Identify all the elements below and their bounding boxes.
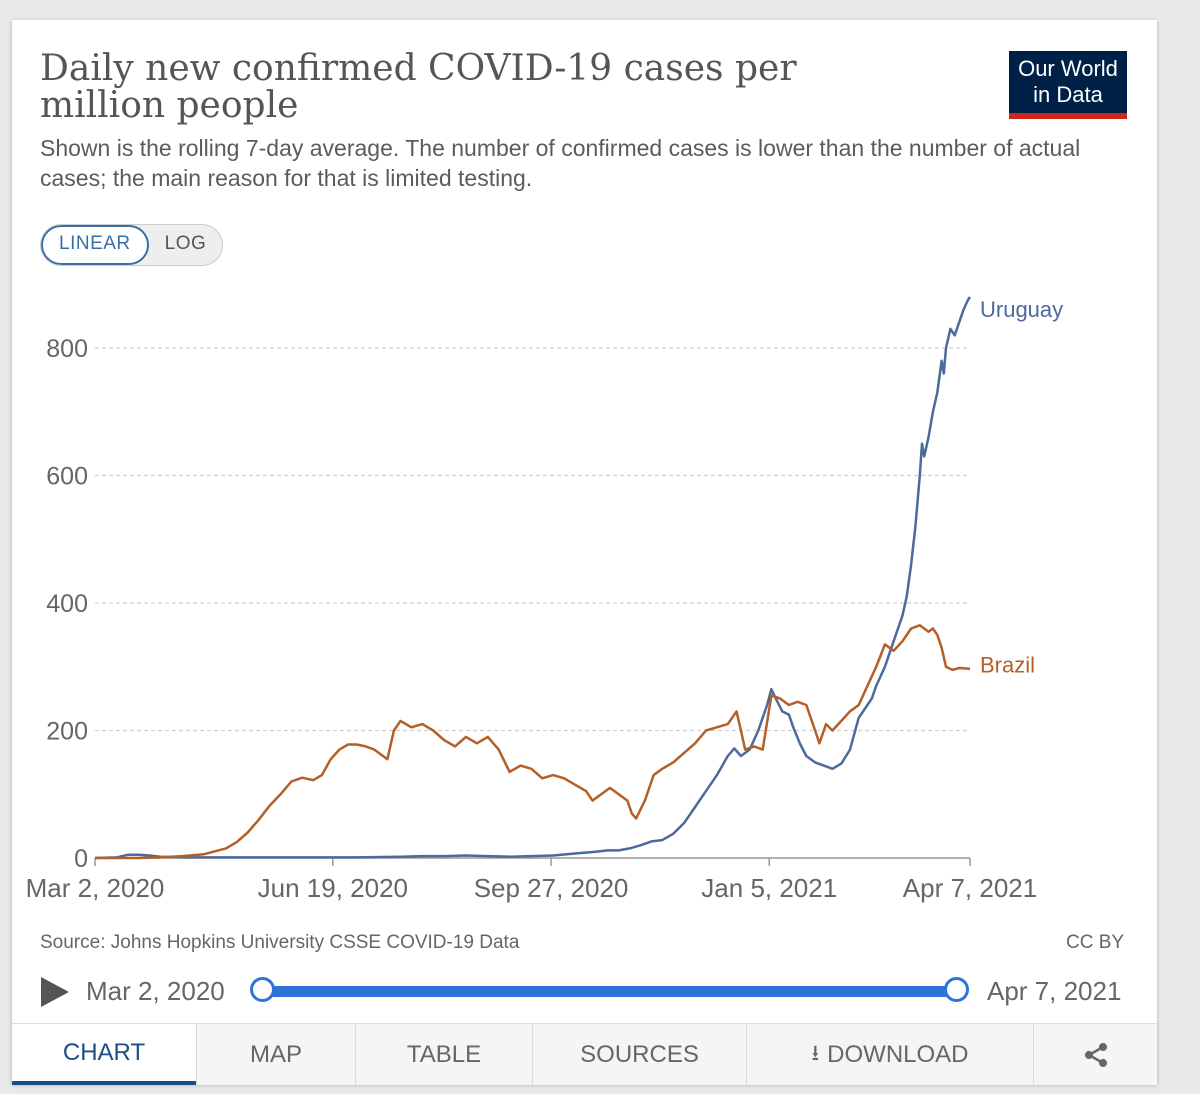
linear-scale-button[interactable]: LINEAR (41, 225, 149, 265)
license-link[interactable]: CC BY (1066, 932, 1125, 953)
logo-line-2: in Data (1033, 82, 1103, 107)
chart-subtitle: Shown is the rolling 7-day average. The … (40, 135, 1081, 191)
download-icon: ⭳ (811, 1039, 820, 1065)
tab-download[interactable]: ⭳ DOWNLOAD (746, 1024, 1033, 1085)
scale-toggle: LINEAR LOG (40, 224, 224, 266)
timeline-end-date: Apr 7, 2021 (987, 976, 1122, 1006)
timeline-start-handle[interactable] (249, 977, 275, 1002)
tab-download-label: DOWNLOAD (827, 1040, 969, 1068)
source-note[interactable]: Source: Johns Hopkins University CSSE CO… (40, 932, 520, 953)
tab-bar: CHART MAP TABLE SOURCES ⭳ DOWNLOAD (12, 1023, 1157, 1085)
timeline-end-handle[interactable] (943, 977, 969, 1002)
chart-title: Daily new confirmed COVID-19 cases per m… (40, 48, 797, 126)
timeline-slider-track[interactable] (262, 986, 956, 997)
tab-share[interactable] (1033, 1024, 1157, 1085)
tab-chart[interactable]: CHART (12, 1024, 196, 1085)
logo-line-1: Our World (1018, 56, 1118, 81)
share-icon (1084, 1042, 1107, 1067)
owid-logo[interactable]: Our World in Data (1009, 51, 1127, 119)
log-scale-button[interactable]: LOG (164, 233, 207, 254)
play-icon[interactable] (41, 977, 69, 1007)
tab-map[interactable]: MAP (196, 1024, 355, 1085)
timeline-start-date: Mar 2, 2020 (86, 976, 225, 1006)
tab-table[interactable]: TABLE (355, 1024, 532, 1085)
tab-sources[interactable]: SOURCES (532, 1024, 746, 1085)
